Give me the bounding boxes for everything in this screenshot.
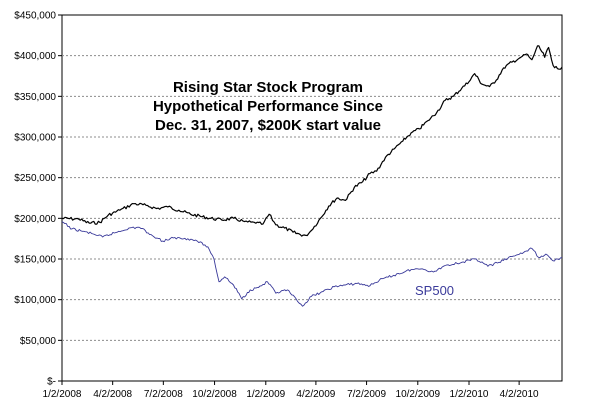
y-tick-label: $250,000 <box>14 173 56 184</box>
x-tick-label: 1/2/2010 <box>450 389 489 400</box>
series-line-rising-star <box>61 45 563 237</box>
x-tick-label: 1/2/2009 <box>246 389 285 400</box>
chart-title-line: Hypothetical Performance Since <box>153 98 383 115</box>
x-tick-label: 7/2/2009 <box>347 389 386 400</box>
y-tick-label: $300,000 <box>14 133 56 144</box>
y-tick-label: $- <box>47 377 56 388</box>
x-tick-label: 10/2/2009 <box>396 389 441 400</box>
series-line-sp500 <box>61 221 563 307</box>
x-tick-label: 1/2/2008 <box>43 389 82 400</box>
y-tick-label: $50,000 <box>20 336 57 347</box>
y-tick-label: $200,000 <box>14 214 56 225</box>
x-tick-label: 4/2/2009 <box>296 389 335 400</box>
y-tick-label: $150,000 <box>14 255 56 266</box>
grid-lines <box>62 55 562 341</box>
y-axis: $- $50,000 $100,000 $150,000 $200,000 $250,00… <box>14 11 62 388</box>
x-tick-label: 4/2/2010 <box>500 389 539 400</box>
chart-title-line: Dec. 31, 2007, $200K start value <box>155 117 381 134</box>
y-tick-label: $100,000 <box>14 295 56 306</box>
plot-area <box>61 14 563 382</box>
x-axis: 1/2/2008 4/2/2008 7/2/2008 10/2/2008 1/2/200… <box>43 381 539 400</box>
series-label-sp500: SP500 <box>415 283 454 298</box>
x-tick-label: 4/2/2008 <box>93 389 132 400</box>
chart-title-line: Rising Star Stock Program <box>173 79 363 96</box>
y-tick-label: $350,000 <box>14 92 56 103</box>
x-tick-label: 7/2/2008 <box>144 389 183 400</box>
x-tick-label: 10/2/2008 <box>192 389 237 400</box>
chart-title: Rising Star Stock Program Hypothetical Pe… <box>153 79 383 134</box>
y-tick-label: $400,000 <box>14 51 56 62</box>
y-tick-label: $450,000 <box>14 11 56 22</box>
series-labels: SP500 <box>415 283 454 298</box>
series-layer <box>61 45 563 307</box>
